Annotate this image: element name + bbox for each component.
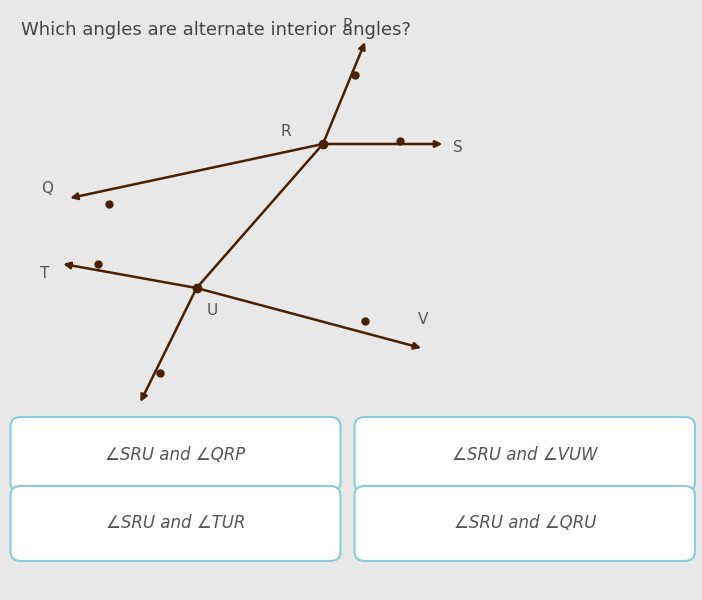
Text: T: T [40, 265, 49, 280]
FancyBboxPatch shape [355, 486, 695, 561]
Text: Q: Q [41, 181, 53, 196]
Text: ∠SRU and ∠TUR: ∠SRU and ∠TUR [106, 514, 245, 533]
Text: ∠SRU and ∠QRU: ∠SRU and ∠QRU [453, 514, 596, 533]
Text: Which angles are alternate interior angles?: Which angles are alternate interior angl… [21, 21, 411, 39]
Text: R: R [281, 124, 291, 139]
Text: S: S [453, 139, 463, 154]
Text: P: P [343, 18, 352, 33]
Text: V: V [418, 312, 428, 327]
Text: ∠SRU and ∠QRP: ∠SRU and ∠QRP [105, 445, 246, 463]
FancyBboxPatch shape [11, 417, 340, 492]
FancyBboxPatch shape [355, 417, 695, 492]
Text: W: W [151, 417, 166, 432]
FancyBboxPatch shape [11, 486, 340, 561]
Text: ∠SRU and ∠VUW: ∠SRU and ∠VUW [452, 445, 597, 463]
Text: U: U [207, 303, 218, 318]
